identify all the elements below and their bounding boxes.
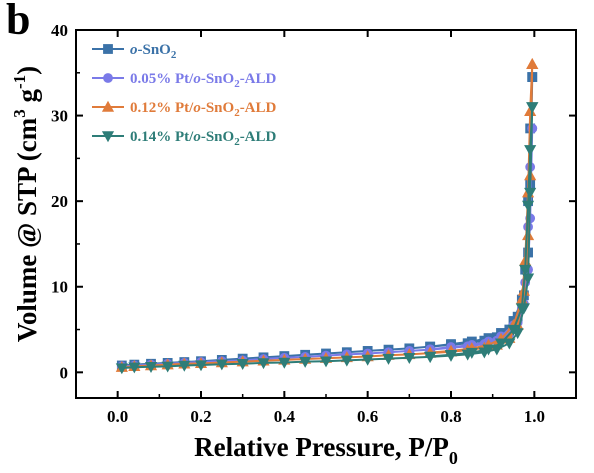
data-point	[161, 361, 174, 373]
legend-marker	[101, 131, 115, 143]
legend-item: 0.05% Pt/o-SnO2-ALD	[92, 71, 277, 90]
legend-label: o-SnO2	[130, 42, 177, 61]
plot-axes: 0.0 0.2 0.4 0.6 0.8 1.0 0 10 20 30 40	[51, 21, 577, 426]
series-1	[116, 72, 538, 371]
x-axis-title: Relative Pressure, P/P0	[194, 432, 458, 468]
legend-item: 0.12% Pt/o-SnO2-ALD	[92, 100, 277, 119]
data-point	[519, 264, 532, 276]
data-point	[403, 353, 416, 365]
legend-marker	[103, 44, 113, 54]
data-point	[382, 353, 395, 365]
data-point	[494, 338, 508, 350]
data-point	[507, 324, 520, 336]
panel-label: b	[6, 0, 31, 44]
data-point	[278, 357, 291, 369]
legend: o-SnO2 0.05% Pt/o-SnO2-ALD 0.12% Pt/o-SnO2…	[92, 42, 277, 148]
data-point	[194, 360, 208, 372]
series-line-desorption	[430, 106, 534, 358]
series-line-desorption	[430, 77, 534, 348]
data-point	[522, 200, 535, 212]
x-tick-label: 0.8	[440, 407, 461, 426]
data-point	[424, 351, 437, 363]
data-point	[526, 58, 539, 69]
series-line-adsorption	[121, 106, 534, 370]
x-tick-label: 0.0	[107, 407, 128, 426]
legend-label: 0.12% Pt/o-SnO2-ALD	[130, 100, 277, 119]
y-tick-label: 10	[51, 278, 68, 297]
data-point	[178, 360, 191, 372]
x-tick-label: 0.2	[190, 407, 211, 426]
data-point	[144, 362, 158, 373]
data-point	[257, 358, 270, 370]
data-point	[482, 344, 495, 356]
legend-label: 0.05% Pt/o-SnO2-ALD	[130, 71, 277, 90]
data-point	[215, 359, 228, 371]
data-point	[524, 145, 537, 157]
y-tick-label: 0	[60, 363, 69, 382]
x-tick-label: 1.0	[524, 407, 545, 426]
y-tick-label: 40	[51, 21, 68, 40]
series-4	[115, 102, 539, 375]
data-point	[319, 356, 333, 368]
x-tick-label: 0.6	[357, 407, 378, 426]
y-tick-label: 20	[51, 192, 68, 211]
legend-item: 0.14% Pt/o-SnO2-ALD	[92, 129, 277, 148]
x-tick-label: 0.4	[274, 407, 296, 426]
data-point	[361, 354, 374, 366]
data-point	[340, 355, 353, 367]
series-line-adsorption	[121, 128, 534, 368]
y-axis-title: Volume @ STP (cm3 g-1)	[10, 66, 42, 342]
data-point	[128, 362, 141, 374]
data-point	[503, 338, 516, 350]
legend-label: 0.14% Pt/o-SnO2-ALD	[130, 129, 277, 148]
y-tick-label: 30	[51, 107, 68, 126]
data-point	[236, 359, 249, 370]
data-point	[444, 350, 458, 362]
series-line-desorption	[430, 64, 534, 354]
legend-item: o-SnO2	[92, 42, 177, 61]
series-line-adsorption	[121, 77, 534, 367]
data-point	[465, 347, 478, 359]
data-point	[115, 363, 128, 375]
series-layer	[115, 58, 539, 375]
data-point	[524, 187, 537, 199]
data-point	[299, 356, 312, 368]
legend-marker	[101, 100, 115, 112]
legend-marker	[103, 73, 113, 83]
data-point	[526, 102, 539, 114]
data-point	[515, 303, 528, 315]
series-2	[116, 123, 538, 372]
